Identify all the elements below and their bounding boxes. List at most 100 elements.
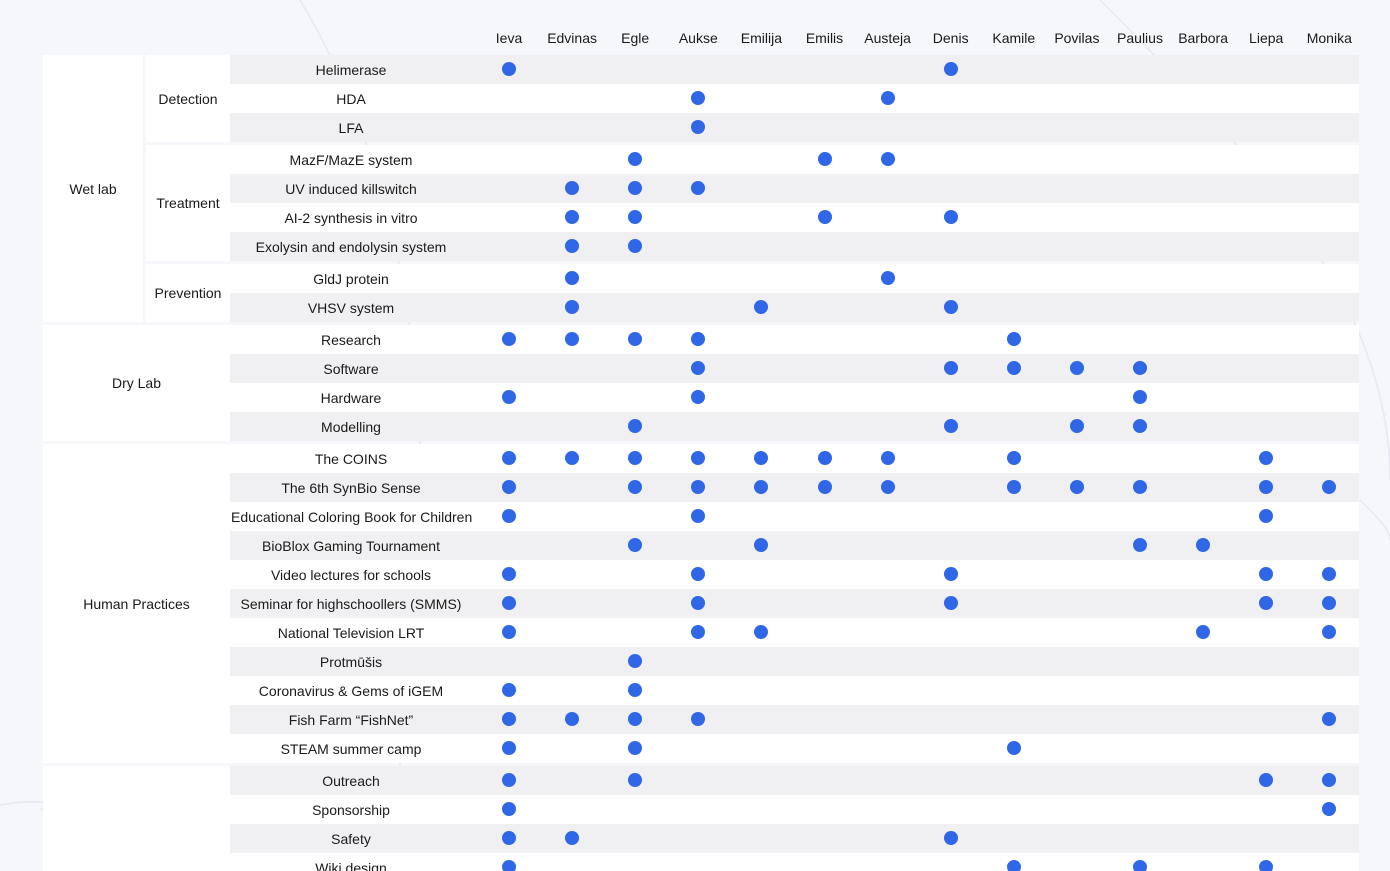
row-label: Wiki design [315,860,387,871]
membership-dot [628,773,643,787]
membership-dot [691,361,706,375]
row-label: Sponsorship [312,802,390,818]
membership-dot [754,625,769,639]
membership-dot [502,390,516,404]
row-label: National Television LRT [277,625,425,641]
membership-dot [502,741,516,755]
membership-dot [691,181,706,195]
membership-dot [628,419,643,433]
membership-dot [628,210,643,224]
subgroup-label: Prevention [146,264,230,322]
subgroup-label: Treatment [146,145,230,261]
row-label: AI-2 synthesis in vitro [284,210,418,226]
row-label: Safety [331,831,371,847]
membership-dot [754,451,769,465]
membership-dot [628,451,643,465]
table-row [230,734,1359,763]
table-row [230,325,1359,354]
membership-dot [1133,480,1147,494]
column-header-austeja: Austeja [864,30,911,46]
membership-dot [754,480,769,494]
membership-dot [880,91,895,105]
membership-dot [565,271,580,285]
membership-dot [1006,480,1021,494]
membership-dot [1069,480,1084,494]
membership-dot [1259,509,1274,523]
membership-dot [628,332,643,346]
membership-dot [1133,538,1147,552]
membership-dot [943,300,958,314]
membership-dot [565,239,580,253]
membership-dot [943,831,958,845]
membership-dot [691,332,706,346]
table-row [230,84,1359,113]
table-row [230,705,1359,734]
membership-dot [628,538,643,552]
row-label: UV induced killswitch [285,181,417,197]
membership-dot [502,860,516,871]
membership-dot [565,451,580,465]
membership-dot [943,596,958,610]
column-header-barbora: Barbora [1178,30,1228,46]
membership-dot [1133,419,1147,433]
membership-dot [502,773,516,787]
table-row [230,55,1359,84]
membership-dot [691,625,706,639]
membership-dot [754,538,769,552]
membership-dot [880,152,895,166]
membership-dot [1196,538,1211,552]
group-label: Human Practices [43,444,230,763]
row-label: Hardware [320,390,382,406]
column-header-aukse: Aukse [678,30,718,46]
membership-dot [1259,567,1274,581]
membership-dot [628,712,643,726]
membership-dot [1259,773,1274,787]
membership-dot [502,625,516,639]
row-label: Protmūšis [319,654,383,670]
column-header-paulius: Paulius [1117,30,1163,46]
table-row [230,203,1359,232]
membership-dot [502,480,516,494]
row-label: Seminar for highschoollers (SMMS) [240,596,462,612]
membership-dot [1196,625,1211,639]
table-row [230,383,1359,412]
membership-dot [628,152,643,166]
membership-dot [502,509,516,523]
membership-dot [1322,802,1337,816]
column-header-edvinas: Edvinas [547,30,597,46]
membership-dot [565,831,580,845]
group-label [43,766,230,871]
table-row [230,293,1359,322]
column-header-kamile: Kamile [992,30,1036,46]
row-label: Exolysin and endolysin system [255,239,447,255]
membership-dot [502,712,516,726]
membership-dot [817,480,832,494]
membership-dot [1322,596,1337,610]
membership-dot [1069,361,1084,375]
membership-dot [817,210,832,224]
column-header-povilas: Povilas [1054,30,1100,46]
row-label: Software [323,361,379,377]
table-row [230,795,1359,824]
row-label: GldJ protein [313,271,389,287]
row-label: Research [321,332,381,348]
membership-dot [502,332,516,346]
row-label: Helimerase [315,62,387,78]
membership-dot [880,451,895,465]
membership-dot [565,332,580,346]
membership-dot [502,802,516,816]
membership-dot [1322,625,1337,639]
column-header-emilis: Emilis [805,30,844,46]
table-row [230,113,1359,142]
row-label: Fish Farm “FishNet” [288,712,414,728]
membership-dot [1006,860,1021,871]
table-row [230,145,1359,174]
membership-dot [628,741,643,755]
membership-dot [943,361,958,375]
membership-dot [943,210,958,224]
row-label: VHSV system [307,300,395,316]
table-row [230,589,1359,618]
membership-dot [628,239,643,253]
